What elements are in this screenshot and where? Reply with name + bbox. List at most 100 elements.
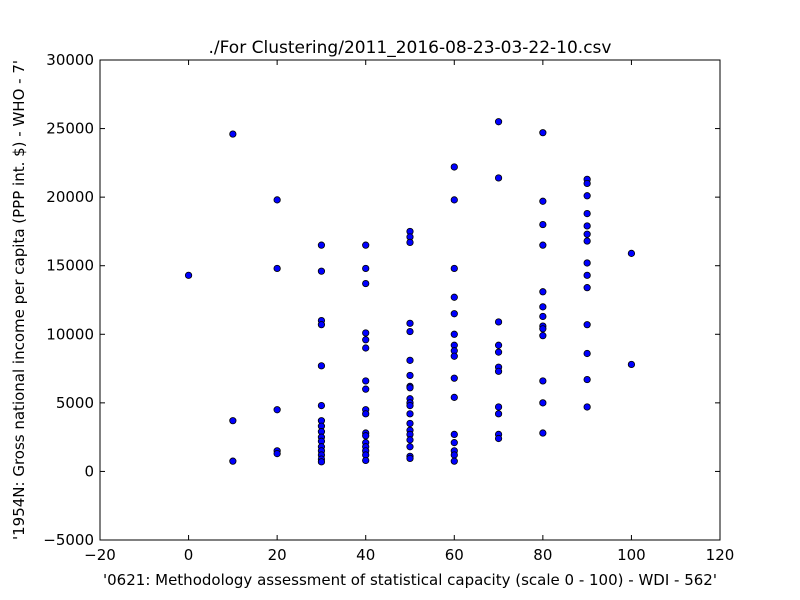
- y-tick-label: 20000: [46, 188, 94, 206]
- data-point: [406, 356, 414, 364]
- data-point: [539, 288, 547, 296]
- data-point: [317, 362, 326, 370]
- data-point: [539, 197, 547, 205]
- data-point: [583, 284, 591, 292]
- x-tick-label: 100: [617, 546, 646, 564]
- data-point: [317, 401, 326, 410]
- data-points: [184, 118, 636, 466]
- data-point: [583, 237, 591, 245]
- data-point: [406, 371, 414, 380]
- data-point: [273, 196, 281, 204]
- y-tick-label: 30000: [46, 51, 94, 69]
- data-point: [450, 439, 458, 447]
- x-axis-label: '0621: Methodology assessment of statist…: [103, 571, 717, 589]
- data-point: [362, 264, 370, 273]
- data-point: [539, 429, 547, 437]
- data-point: [317, 267, 326, 275]
- data-point: [583, 321, 591, 329]
- data-point: [406, 401, 414, 410]
- data-point: [450, 393, 458, 401]
- data-point: [539, 312, 547, 321]
- data-point: [627, 360, 636, 369]
- y-tick-label: 15000: [46, 257, 94, 275]
- data-point: [583, 259, 591, 267]
- data-point: [494, 367, 503, 375]
- data-point: [406, 443, 414, 451]
- data-point: [184, 271, 193, 279]
- x-tick-label: 20: [268, 546, 287, 564]
- data-point: [583, 179, 591, 188]
- data-point: [583, 210, 591, 218]
- data-point: [450, 310, 458, 318]
- data-point: [362, 279, 370, 288]
- y-tick-label: 25000: [46, 120, 94, 138]
- axis-ticks: −20 0 20 40 60 80 100 120 −5000 0 5000 10000 15000 20…: [43, 51, 734, 564]
- chart-title: ./For Clustering/2011_2016-08-23-03-22-1…: [209, 38, 612, 58]
- y-tick-label: 5000: [56, 394, 94, 412]
- data-point: [583, 230, 591, 238]
- data-point: [494, 341, 503, 349]
- data-point: [317, 321, 326, 329]
- data-point: [406, 384, 414, 392]
- data-point: [362, 344, 370, 352]
- data-point: [317, 458, 326, 466]
- data-point: [317, 241, 326, 249]
- data-point: [406, 454, 414, 462]
- data-point: [539, 129, 547, 137]
- data-point: [362, 410, 370, 418]
- data-point: [494, 403, 503, 411]
- data-point: [583, 349, 591, 358]
- data-point: [583, 375, 591, 384]
- data-point: [450, 163, 458, 171]
- data-point: [539, 399, 547, 407]
- data-point: [583, 271, 591, 279]
- data-point: [450, 196, 458, 204]
- data-point: [450, 352, 458, 360]
- data-point: [450, 451, 458, 459]
- plot-area-frame: [99, 59, 721, 541]
- data-point: [229, 457, 237, 465]
- data-point: [539, 220, 547, 229]
- data-point: [494, 348, 503, 356]
- data-point: [362, 432, 370, 440]
- data-point: [539, 377, 547, 385]
- data-point: [539, 325, 547, 333]
- data-point: [362, 377, 370, 385]
- data-point: [229, 417, 237, 425]
- data-point: [229, 130, 237, 138]
- data-point: [406, 436, 414, 444]
- data-point: [539, 332, 547, 340]
- x-tick-label: 40: [356, 546, 375, 564]
- data-point: [494, 174, 503, 182]
- x-tick-label: 80: [533, 546, 552, 564]
- data-point: [539, 303, 547, 311]
- x-tick-label: 120: [706, 546, 735, 564]
- data-point: [450, 293, 458, 301]
- data-point: [583, 403, 591, 411]
- data-point: [494, 118, 503, 126]
- data-point: [273, 406, 281, 414]
- y-tick-label: 10000: [46, 325, 94, 343]
- y-tick-label: −5000: [43, 531, 94, 549]
- data-point: [450, 264, 458, 273]
- data-point: [273, 264, 281, 273]
- data-point: [583, 222, 591, 230]
- data-point: [406, 419, 414, 428]
- data-point: [494, 434, 503, 443]
- data-point: [627, 249, 636, 257]
- data-point: [450, 457, 458, 465]
- data-point: [583, 192, 591, 200]
- data-point: [406, 410, 414, 418]
- data-point: [450, 430, 458, 438]
- data-point: [494, 318, 503, 326]
- data-point: [450, 330, 458, 338]
- data-point: [539, 241, 547, 249]
- data-point: [362, 385, 370, 393]
- x-tick-label: 0: [184, 546, 194, 564]
- data-point: [362, 336, 370, 344]
- data-point: [362, 329, 370, 337]
- x-tick-label: 60: [445, 546, 464, 564]
- y-axis-label: '1954N: Gross national income per capita…: [10, 60, 28, 540]
